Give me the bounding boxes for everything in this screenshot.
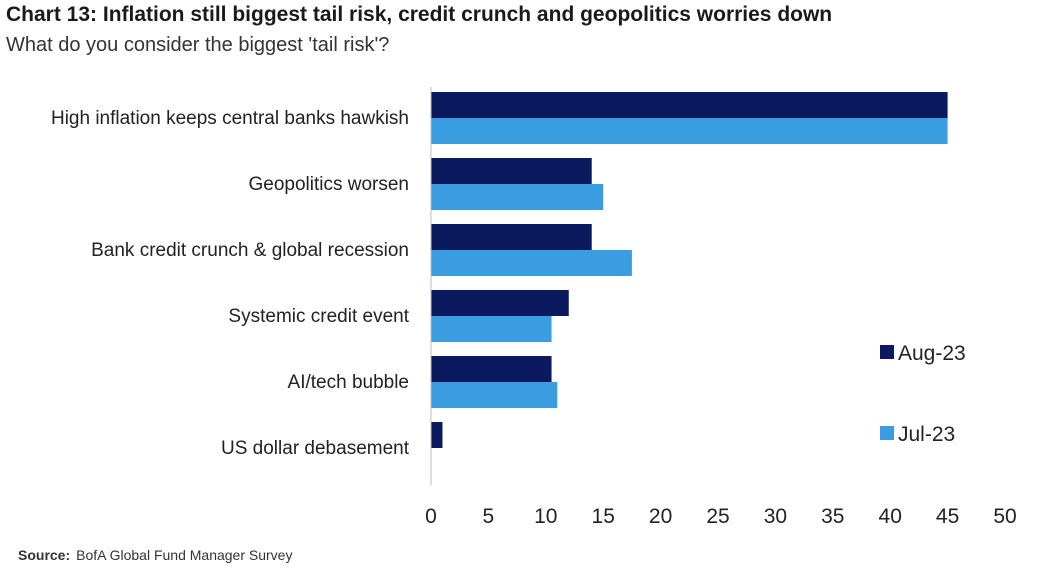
legend-swatch [880,345,894,359]
x-tick-label: 35 [821,505,844,528]
bars [431,92,948,448]
bar-aug-23 [431,92,948,118]
chart-title: Chart 13: Inflation still biggest tail r… [6,3,833,26]
x-tick-label: 5 [483,505,495,528]
legend-swatch [880,426,894,440]
x-tick-label: 15 [592,505,615,528]
category-label: High inflation keeps central banks hawki… [51,108,409,129]
bar-aug-23 [431,290,569,316]
legend-label: Jul-23 [898,423,955,446]
chart-subtitle: What do you consider the biggest 'tail r… [6,34,390,56]
x-tick-label: 20 [649,505,672,528]
x-tick-label: 30 [764,505,787,528]
bar-aug-23 [431,158,592,184]
bar-jul-23 [431,118,948,144]
category-label: Bank credit crunch & global recession [91,240,409,261]
bar-jul-23 [431,382,558,408]
bar-aug-23 [431,356,552,382]
legend: Aug-23 Jul-23 [880,342,966,446]
bar-aug-23 [431,422,443,448]
source-text: BofA Global Fund Manager Survey [76,547,293,563]
bar-jul-23 [431,316,552,342]
category-label: AI/tech bubble [288,372,409,393]
x-tick-label: 25 [706,505,729,528]
bar-jul-23 [431,184,604,210]
x-tick-label: 40 [879,505,902,528]
x-axis-tick-labels: 0 5 10 15 20 25 30 35 40 45 50 [425,505,1017,528]
category-label: US dollar debasement [221,438,410,459]
x-tick-label: 45 [936,505,959,528]
x-tick-label: 0 [425,505,437,528]
category-labels: High inflation keeps central banks hawki… [51,108,410,459]
category-label: Systemic credit event [228,306,409,327]
x-tick-label: 10 [534,505,557,528]
bar-jul-23 [431,250,632,276]
source-label: Source: [18,547,71,563]
bar-aug-23 [431,224,592,250]
legend-label: Aug-23 [898,342,966,365]
source-note: Source: BofA Global Fund Manager Survey [18,547,292,563]
x-tick-label: 50 [993,505,1016,528]
category-label: Geopolitics worsen [248,174,409,195]
